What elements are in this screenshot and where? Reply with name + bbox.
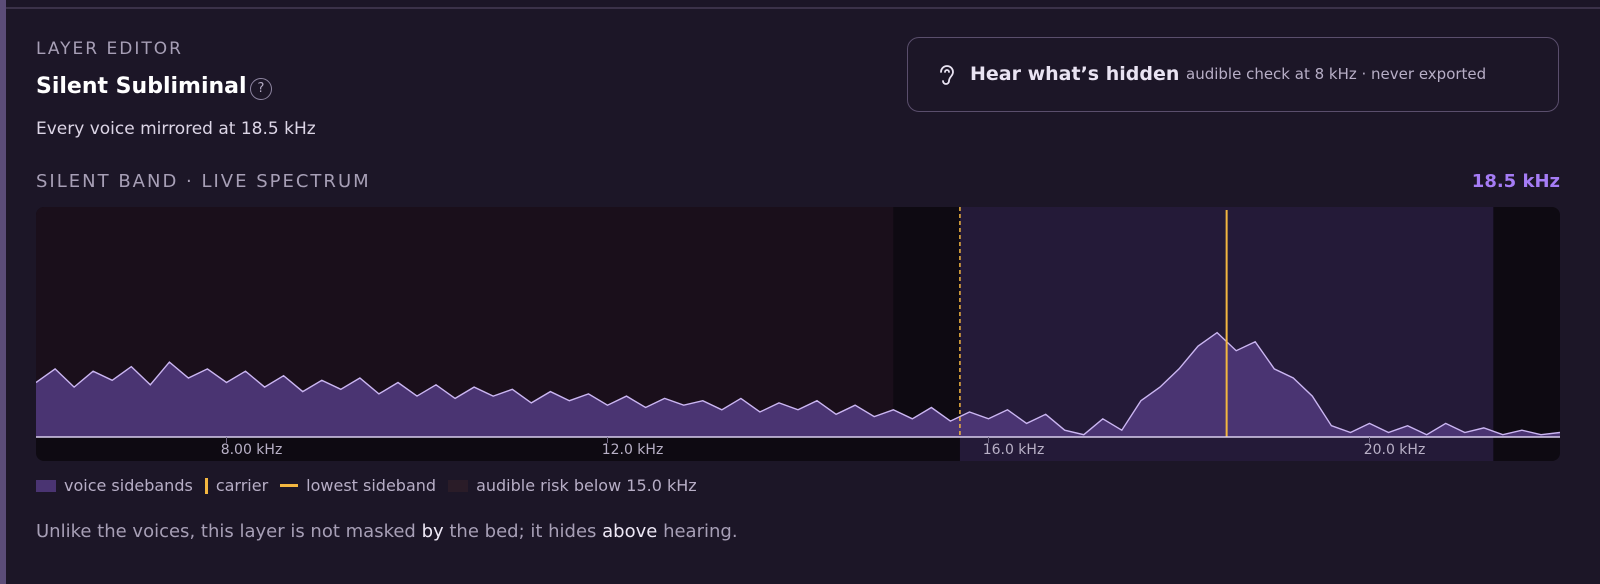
eyebrow: LAYER EDITOR	[36, 39, 183, 59]
band-label: 18.5 kHz	[1471, 171, 1560, 192]
spectrum-area	[36, 332, 1560, 437]
footer-text: Unlike the voices, this layer is not mas…	[36, 521, 422, 542]
layer-title: Silent Subliminal	[36, 74, 247, 99]
legend-swatch	[36, 479, 56, 492]
hear-note: audible check at 8 kHz · never exported	[1186, 65, 1487, 83]
footer-emphasis: by	[421, 521, 444, 542]
x-tick-label: 16.0 kHz	[983, 442, 1045, 458]
x-tick-label: 8.00 kHz	[221, 442, 283, 458]
legend-label: carrier	[215, 476, 269, 495]
legend-swatch	[448, 479, 469, 492]
spectrum: 8.00 kHz 12.0 kHz 16.0 kHz 20.0 kHz	[36, 207, 1560, 461]
legend-label: voice sidebands	[64, 476, 193, 495]
footer-note: Unlike the voices, this layer is not mas…	[36, 521, 738, 542]
legend-swatch	[280, 484, 299, 487]
footer-text: hearing.	[657, 521, 738, 542]
hear-button[interactable]: Hear what’s hidden audible check at 8 kH…	[907, 37, 1559, 112]
hear-title: Hear what’s hidden	[970, 63, 1180, 85]
legend-label: lowest sideband	[306, 476, 437, 495]
footer-emphasis: above	[602, 521, 658, 542]
top-border	[6, 7, 1600, 9]
legend-label: audible risk below 15.0 kHz	[476, 476, 697, 495]
subtitle: Every voice mirrored at 18.5 kHz	[36, 119, 316, 139]
footer-text: the bed; it hides	[443, 521, 603, 542]
x-tick-label: 20.0 kHz	[1364, 442, 1426, 458]
legend: voice sidebands carrier lowest sideband …	[36, 476, 697, 495]
x-tick-label: 12.0 kHz	[602, 442, 664, 458]
chart-title: SILENT BAND · LIVE SPECTRUM	[36, 171, 371, 192]
ear-icon	[940, 65, 954, 85]
spectrum-line	[36, 331, 1560, 436]
help-icon[interactable]: ?	[250, 78, 272, 100]
legend-swatch	[204, 477, 208, 494]
left-border	[0, 0, 6, 584]
